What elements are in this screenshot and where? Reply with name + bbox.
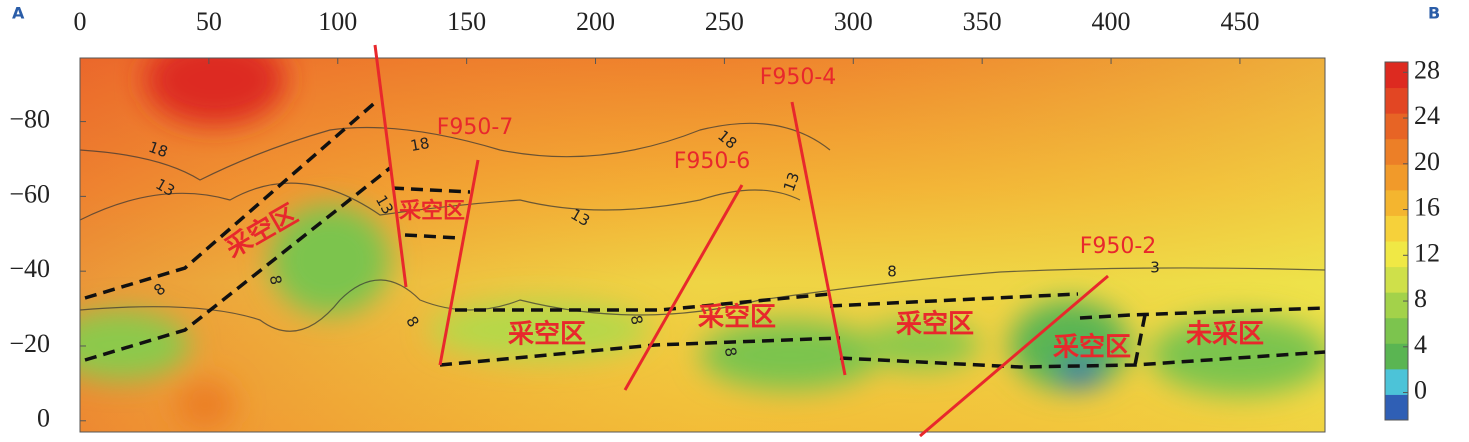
x-tick-label: 200 bbox=[576, 7, 615, 36]
colorbar-band bbox=[1385, 266, 1408, 293]
y-tick-label: −20 bbox=[9, 329, 50, 358]
x-tick-label: 450 bbox=[1220, 7, 1259, 36]
contour-label: 3 bbox=[1150, 259, 1160, 277]
zone-label: 采空区 bbox=[1053, 332, 1131, 363]
y-tick-label: −80 bbox=[9, 105, 50, 134]
x-tick-label: 0 bbox=[74, 7, 87, 36]
x-tick-label: 350 bbox=[963, 7, 1002, 36]
corner-label: A bbox=[12, 4, 25, 23]
contour-label: 13 bbox=[780, 170, 803, 194]
corner-label: B bbox=[1428, 4, 1440, 23]
fault-lines bbox=[373, 44, 1109, 438]
fault-label: F950-6 bbox=[674, 149, 751, 174]
fault-label: F950-4 bbox=[760, 65, 837, 90]
colorbar-band bbox=[1385, 241, 1408, 268]
y-tick-label: −40 bbox=[9, 254, 50, 283]
contour-label: 8 bbox=[887, 263, 897, 281]
colorbar-band bbox=[1385, 394, 1408, 421]
colorbar-tick-label: 0 bbox=[1414, 376, 1427, 405]
colorbar-band bbox=[1385, 317, 1408, 344]
colorbar-tick-label: 16 bbox=[1414, 193, 1440, 222]
colorbar-band bbox=[1385, 368, 1408, 395]
y-tick-label: −60 bbox=[9, 179, 50, 208]
colorbar-tick-label: 4 bbox=[1414, 330, 1427, 359]
colorbar-band bbox=[1385, 87, 1408, 114]
colorbar-tick-label: 8 bbox=[1414, 284, 1427, 313]
colorbar-tick-label: 20 bbox=[1414, 147, 1440, 176]
colorbar-band bbox=[1385, 292, 1408, 319]
colorbar-band bbox=[1385, 189, 1408, 216]
x-tick-label: 300 bbox=[834, 7, 873, 36]
colorbar-band bbox=[1385, 62, 1408, 89]
contour-label: 18 bbox=[146, 138, 170, 161]
colorbar-band bbox=[1385, 215, 1408, 242]
colorbar-band bbox=[1385, 343, 1408, 370]
x-tick-label: 50 bbox=[196, 7, 222, 36]
contour-label: 18 bbox=[409, 134, 431, 155]
colorbar-frame bbox=[1384, 61, 1409, 421]
x-tick-label: 100 bbox=[318, 7, 357, 36]
x-tick-label: 400 bbox=[1092, 7, 1131, 36]
colorbar-band bbox=[1385, 164, 1408, 191]
colorbar-tick-label: 28 bbox=[1414, 55, 1440, 84]
colorbar-tick-label: 24 bbox=[1414, 101, 1440, 130]
fault-label: F950-2 bbox=[1080, 234, 1157, 259]
goaf-boundaries bbox=[84, 98, 1326, 369]
contour-label: 8 bbox=[627, 314, 646, 327]
zone-label: 采空区 bbox=[399, 198, 465, 224]
zone-label: 未采区 bbox=[1186, 320, 1264, 350]
zone-label: 采空区 bbox=[508, 319, 586, 350]
zone-label: 采空区 bbox=[896, 309, 974, 340]
colorbar-band bbox=[1385, 113, 1408, 140]
x-tick-label: 150 bbox=[447, 7, 486, 36]
fault-label: F950-7 bbox=[437, 115, 514, 140]
colorbar-tick-label: 12 bbox=[1414, 238, 1440, 267]
x-tick-label: 250 bbox=[705, 7, 744, 36]
contour-label: 8 bbox=[266, 274, 285, 287]
plot-frame bbox=[79, 57, 1326, 433]
contour-label: 8 bbox=[721, 346, 740, 359]
y-tick-label: 0 bbox=[37, 404, 50, 433]
colorbar-band bbox=[1385, 138, 1408, 165]
contour-field bbox=[80, 58, 1325, 432]
zone-label: 采空区 bbox=[698, 302, 776, 333]
